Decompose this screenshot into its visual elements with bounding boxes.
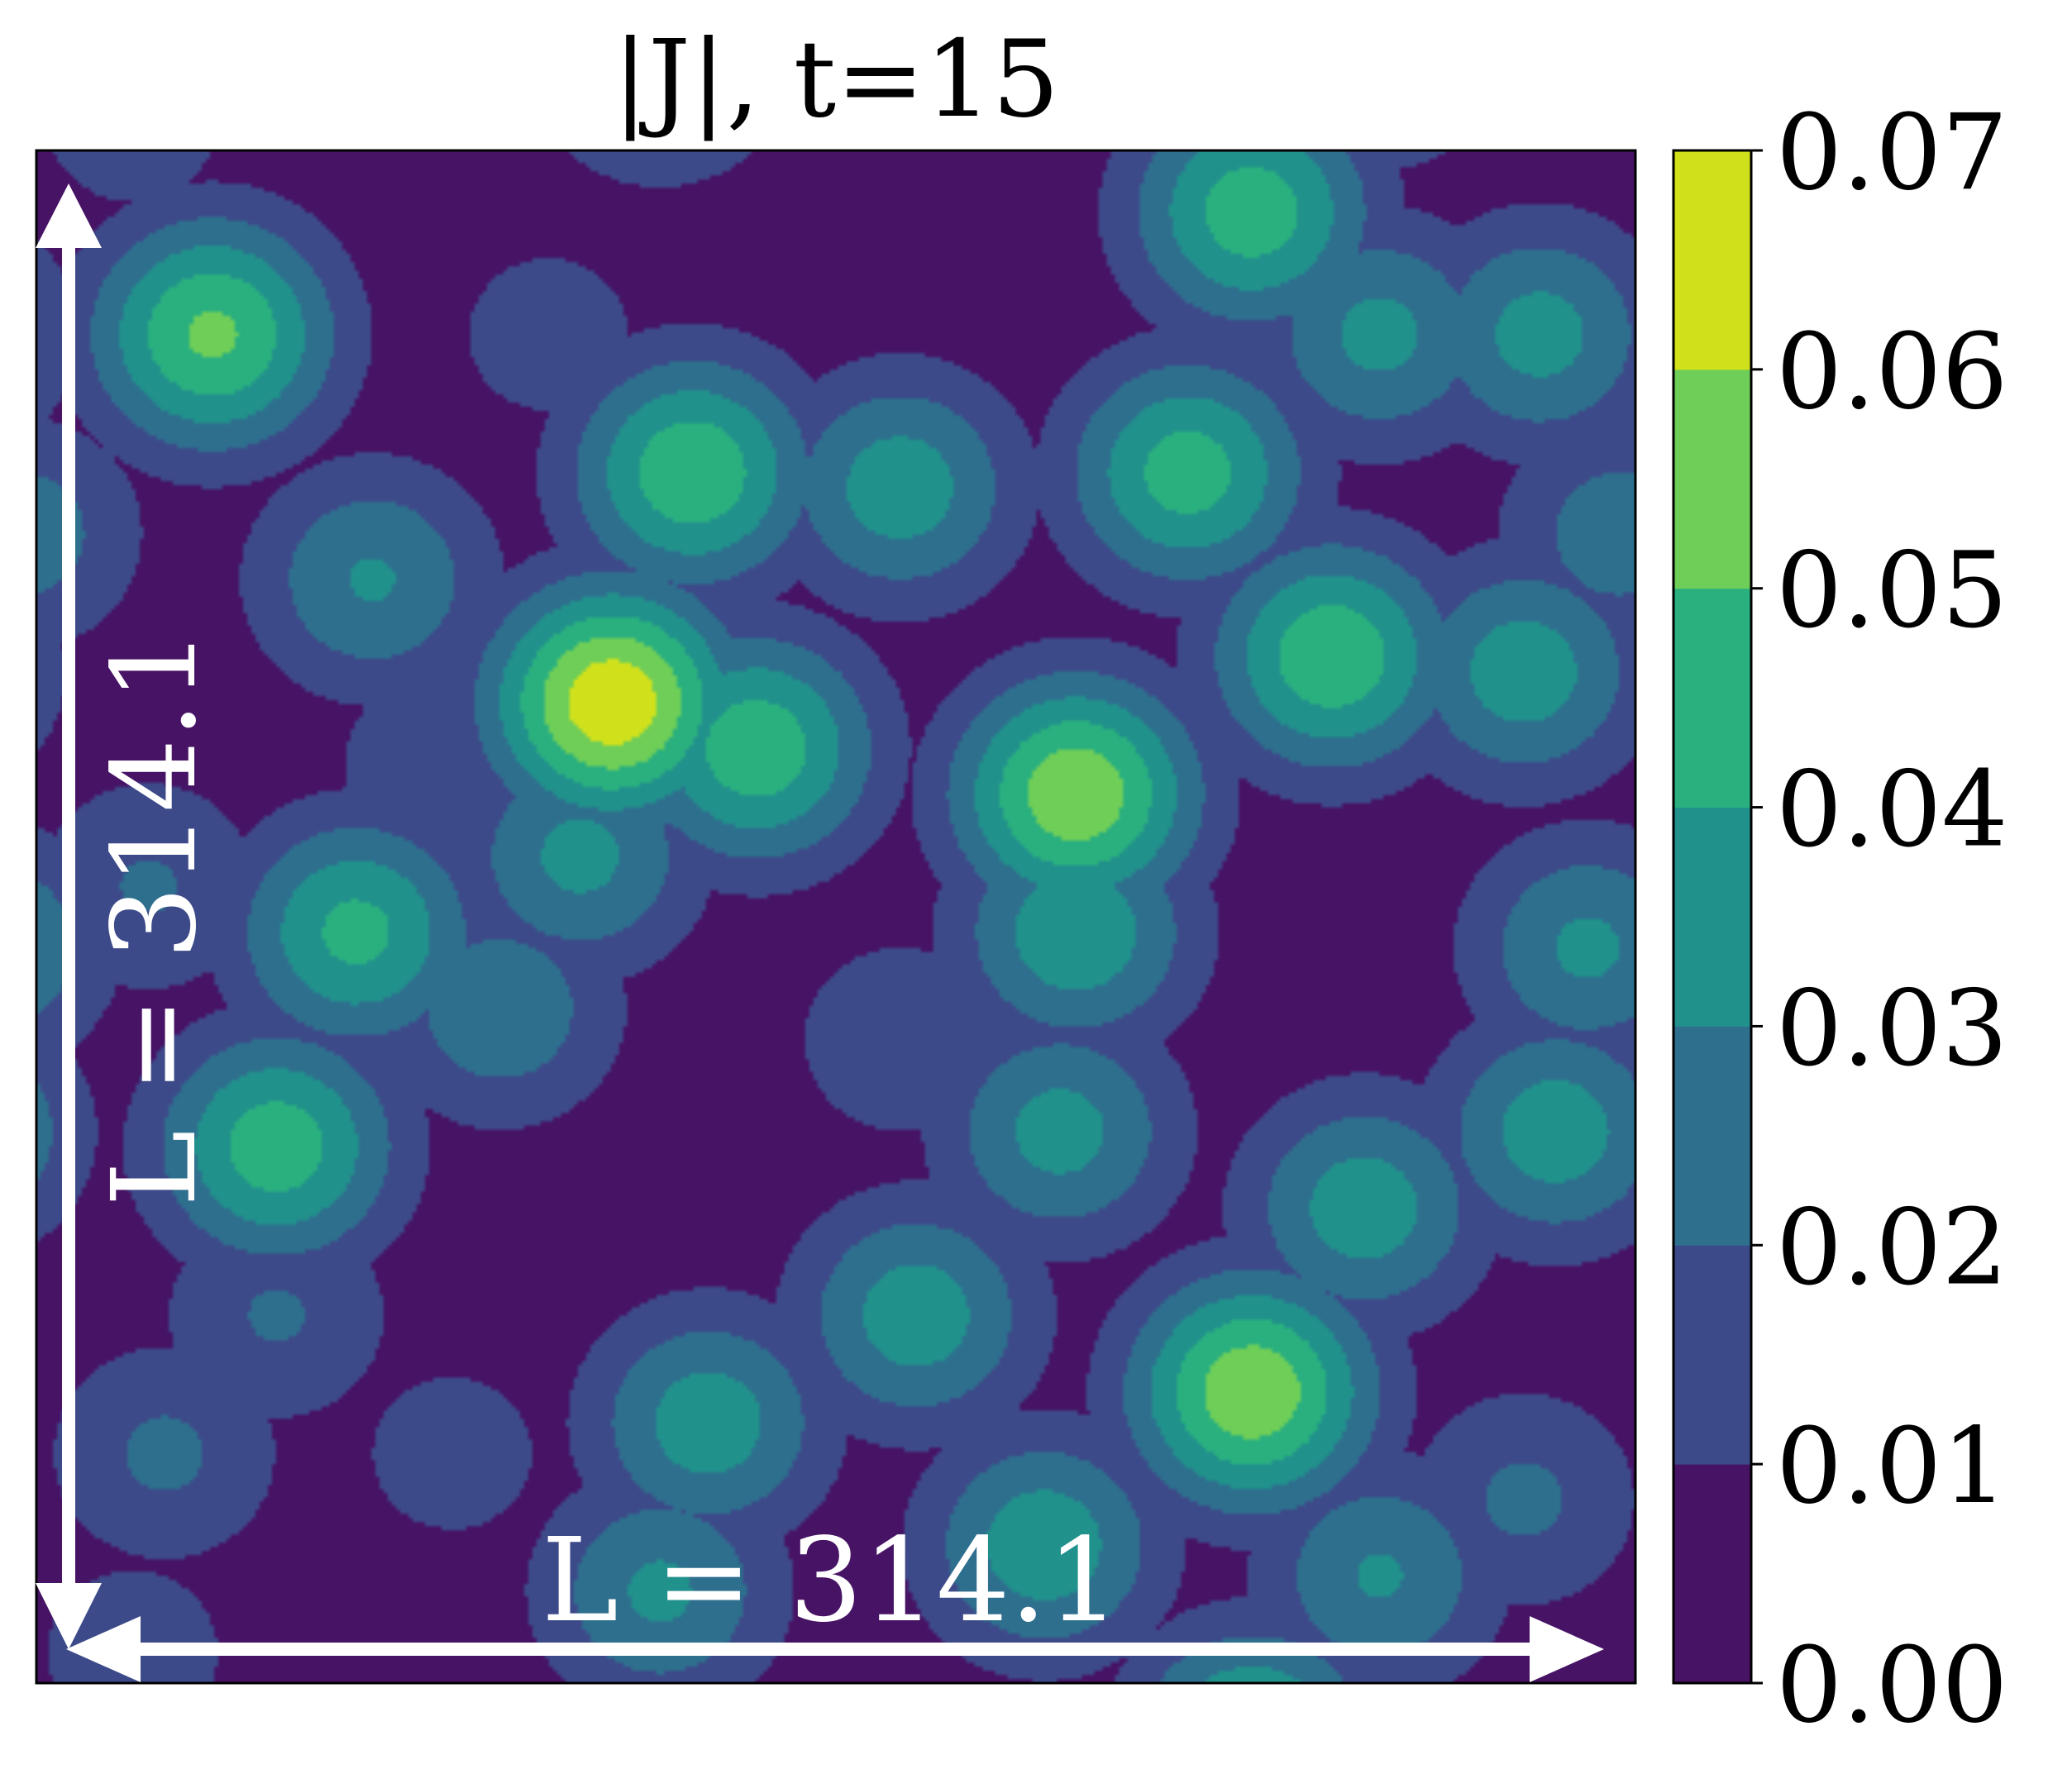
colorbar-segment	[1673, 150, 1751, 370]
colorbar-tick-label: 0.05	[1776, 530, 2008, 651]
colorbar-segment	[1673, 807, 1751, 1027]
chart-title: |J|, t=15	[613, 18, 1060, 141]
colorbar-segment	[1673, 369, 1751, 589]
colorbar-tick-label: 0.00	[1776, 1624, 2008, 1746]
colorbar-segment	[1673, 588, 1751, 808]
colorbar: 0.00 0.01 0.02 0.03 0.04 0.05 0.06 0.07	[1672, 92, 2008, 1746]
horizontal-length-label: L = 314.1	[542, 1514, 1120, 1648]
colorbar-tick-label: 0.02	[1776, 1186, 2008, 1308]
colorbar-tick-label: 0.03	[1776, 967, 2008, 1089]
plot-frame	[35, 149, 1637, 1685]
vertical-length-label: L = 314.1	[88, 628, 222, 1207]
colorbar-tick-label: 0.04	[1776, 749, 2008, 870]
colorbar-frame	[1672, 149, 1753, 1685]
colorbar-tick-label: 0.06	[1776, 311, 2008, 432]
horizontal-length-arrow	[66, 1616, 1604, 1682]
colorbar-segment	[1673, 1026, 1751, 1246]
colorbar-segment	[1673, 1464, 1751, 1684]
plot-area	[35, 149, 1637, 1685]
vertical-length-arrow	[36, 184, 102, 1649]
colorbar-tick-label: 0.01	[1776, 1405, 2008, 1527]
colorbar-segment	[1673, 1245, 1751, 1465]
contour-field	[36, 150, 1635, 1683]
colorbar-tick-label: 0.07	[1776, 92, 2008, 213]
